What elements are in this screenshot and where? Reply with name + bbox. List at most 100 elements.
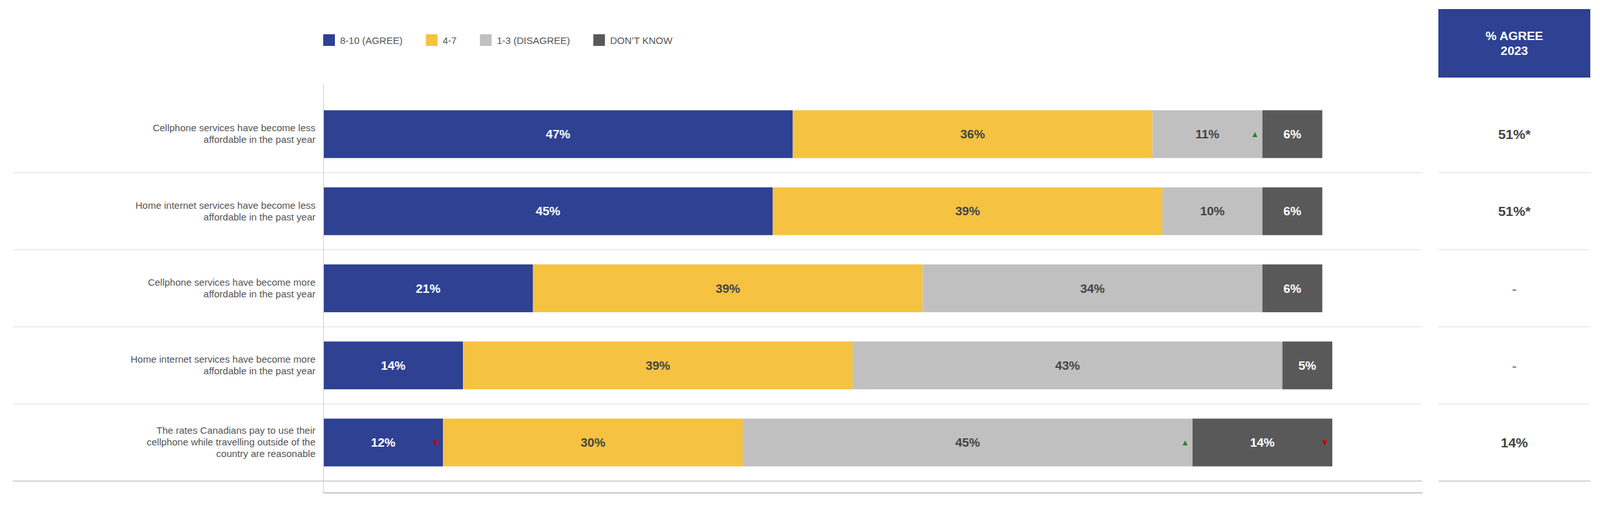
data-label: 43% [1055, 358, 1080, 373]
data-label: 10% [1199, 204, 1225, 218]
row-separators [12, 172, 1591, 481]
y-axis: Cellphone services have become lessaffor… [130, 84, 324, 494]
data-label: 45% [955, 435, 981, 450]
data-label: 21% [415, 281, 441, 296]
legend-swatch [426, 34, 438, 46]
y-tick-label: Home internet services have become lessa… [135, 199, 316, 223]
bar [852, 341, 1283, 390]
row-separator-bottom [12, 480, 1423, 482]
data-label: 11% [1195, 127, 1220, 141]
panel-separator [1438, 403, 1591, 405]
annotation-arrow: ▲ [1250, 129, 1260, 139]
y-tick-label: Cellphone services have become moreaffor… [148, 276, 316, 300]
row-separator [12, 403, 1423, 405]
panel-separator [1438, 326, 1591, 328]
data-label: 30% [580, 435, 606, 450]
data-label: 5% [1298, 358, 1317, 373]
panel-separator [1438, 249, 1591, 251]
bar [792, 110, 1152, 159]
y-tick-label: Cellphone services have become lessaffor… [152, 122, 316, 145]
panel-value: - [1512, 358, 1517, 374]
bar [1262, 187, 1323, 236]
y-tick: Home internet services have become lessa… [135, 199, 324, 223]
bar [323, 187, 773, 236]
panel-value: 14% [1500, 435, 1528, 450]
bar [922, 264, 1262, 313]
y-tick: The rates Canadians pay to use theircell… [146, 424, 324, 459]
data-label: 39% [645, 358, 671, 373]
data-label: 14% [380, 358, 406, 373]
y-tick-label-line: country are reasonable [216, 448, 316, 459]
row-separator [12, 249, 1423, 251]
legend-swatch [323, 34, 335, 46]
y-tick-label-line: affordable in the past year [203, 365, 316, 377]
panel-separator-bottom [1438, 480, 1591, 482]
legend-swatch [593, 34, 606, 46]
data-label: 34% [1080, 281, 1105, 296]
chart: 47% 45% 21% 14% 12% 36% 39% 39% 39% 30% 11% 10% 34% 4… [0, 0, 1600, 512]
y-tick-label-line: Cellphone services have become more [148, 276, 316, 288]
panel-header-title: % AGREE2023 [1485, 29, 1544, 58]
y-tick-label-line: affordable in the past year [203, 211, 316, 223]
y-tick-label-line: The rates Canadians pay to use their [156, 424, 316, 436]
x-axis [323, 492, 1423, 494]
data-label: 12% [371, 435, 396, 450]
bar-series [742, 110, 1283, 467]
bar [323, 341, 463, 390]
legend-item: 4-7 [426, 34, 458, 46]
panel-header [1438, 9, 1591, 78]
y-tick: Home internet services have become morea… [130, 353, 324, 377]
legend: 8-10 (AGREE) 4-7 1-3 (DISAGREE) DON’T KNOW [323, 34, 673, 46]
data-label: 6% [1283, 281, 1302, 296]
y-tick-label-line: Cellphone services have become less [152, 122, 316, 134]
y-tick-label: The rates Canadians pay to use theircell… [146, 424, 316, 459]
y-tick: Cellphone services have become lessaffor… [152, 122, 324, 145]
bar [462, 341, 853, 390]
bar [323, 110, 793, 159]
bar [323, 418, 443, 467]
bar-series [1192, 110, 1333, 467]
row-separator [12, 326, 1423, 328]
panel-separator [1438, 172, 1591, 174]
annotations: ▲▼▲▼ [431, 129, 1330, 448]
legend-label: 4-7 [442, 34, 458, 46]
bar [1282, 341, 1333, 390]
y-tick-label-line: Home internet services have become more [130, 353, 316, 365]
legend-item: 1-3 (DISAGREE) [479, 34, 570, 46]
bars [323, 110, 1333, 467]
panel-header-line: 2023 [1500, 43, 1528, 58]
bar [1152, 110, 1263, 159]
legend-label: DON’T KNOW [610, 34, 673, 46]
x-axis-line [323, 492, 1423, 494]
agree-2023-panel: % AGREE202351%*51%*--14% [1438, 9, 1591, 450]
legend-swatch [479, 34, 492, 46]
data-label: 6% [1283, 127, 1302, 141]
data-label: 6% [1283, 204, 1302, 218]
bar [1262, 264, 1323, 313]
y-tick-label-line: Home internet services have become less [135, 199, 316, 211]
data-labels: 47% 45% 21% 14% 12% 36% 39% 39% 39% 30% 11% 10% 34% 4… [371, 127, 1317, 450]
legend-label: 8-10 (AGREE) [340, 34, 403, 46]
annotation-arrow: ▲ [1181, 437, 1190, 448]
y-tick-label-line: cellphone while travelling outside of th… [146, 436, 316, 448]
y-tick-label-line: affordable in the past year [203, 133, 316, 145]
panel-value: 51%* [1497, 126, 1531, 142]
annotation-arrow: ▼ [1320, 437, 1330, 448]
bar [442, 418, 743, 467]
legend-label: 1-3 (DISAGREE) [496, 34, 570, 46]
panel-value: 51%* [1497, 203, 1531, 219]
y-axis-line [323, 84, 324, 494]
bar [1162, 187, 1263, 236]
y-tick-label-line: affordable in the past year [203, 288, 316, 300]
bar [772, 187, 1163, 236]
data-label: 39% [715, 281, 741, 296]
y-tick-label: Home internet services have become morea… [130, 353, 316, 377]
row-separator [12, 172, 1423, 174]
bar [1192, 418, 1333, 467]
data-label: 36% [960, 127, 986, 141]
legend-item: 8-10 (AGREE) [323, 34, 403, 46]
data-label: 47% [545, 127, 571, 141]
bar [323, 264, 534, 313]
bar [1262, 110, 1323, 159]
data-label: 39% [955, 204, 981, 218]
